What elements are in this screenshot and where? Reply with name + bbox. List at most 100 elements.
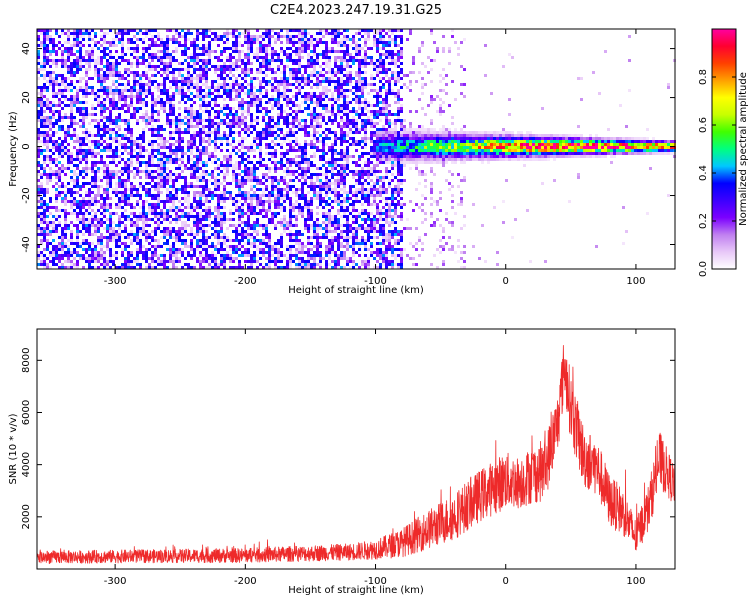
heatmap-cell xyxy=(106,248,109,251)
heatmap-cell xyxy=(49,83,52,86)
heatmap-cell xyxy=(241,191,244,194)
heatmap-cell xyxy=(223,218,226,221)
heatmap-cell xyxy=(175,191,178,194)
heatmap-cell xyxy=(46,245,49,248)
heatmap-cell xyxy=(262,44,265,47)
heatmap-cell xyxy=(223,98,226,101)
heatmap-cell xyxy=(259,200,262,203)
heatmap-cell xyxy=(265,209,268,212)
heatmap-cell xyxy=(184,239,187,242)
heatmap-cell xyxy=(235,173,238,176)
heatmap-cell xyxy=(181,242,184,245)
heatmap-cell xyxy=(76,149,79,152)
heatmap-cell xyxy=(148,188,151,191)
heatmap-cell xyxy=(274,188,277,191)
heatmap-cell xyxy=(301,56,304,59)
heatmap-cell xyxy=(253,242,256,245)
heatmap-cell xyxy=(91,233,94,236)
heatmap-cell xyxy=(100,242,103,245)
heatmap-cell xyxy=(205,254,208,257)
heatmap-cell xyxy=(244,233,247,236)
heatmap-cell xyxy=(184,182,187,185)
heatmap-cell xyxy=(196,224,199,227)
heatmap-cell xyxy=(52,170,55,173)
heatmap-cell xyxy=(175,149,178,152)
heatmap-cell xyxy=(310,119,313,122)
heatmap-cell xyxy=(151,140,154,143)
heatmap-cell xyxy=(199,206,202,209)
heatmap-cell xyxy=(283,224,286,227)
heatmap-cell xyxy=(109,257,112,260)
heatmap-cell xyxy=(289,134,292,137)
heatmap-cell xyxy=(46,203,49,206)
heatmap-cell xyxy=(307,224,310,227)
heatmap-cell xyxy=(157,89,160,92)
heatmap-cell xyxy=(265,125,268,128)
heatmap-cell xyxy=(184,164,187,167)
heatmap-cell xyxy=(190,110,193,113)
heatmap-cell xyxy=(271,134,274,137)
heatmap-cell xyxy=(118,119,121,122)
heatmap-cell xyxy=(247,131,250,134)
heatmap-cell xyxy=(268,59,271,62)
heatmap-cell xyxy=(295,50,298,53)
heatmap-cell xyxy=(214,125,217,128)
heatmap-cell xyxy=(301,194,304,197)
heatmap-cell xyxy=(160,101,163,104)
heatmap-cell xyxy=(202,164,205,167)
heatmap-cell xyxy=(316,179,319,182)
heatmap-cell xyxy=(202,47,205,50)
heatmap-cell xyxy=(199,134,202,137)
heatmap-cell xyxy=(211,173,214,176)
heatmap-cell xyxy=(109,62,112,65)
heatmap-cell xyxy=(112,68,115,71)
heatmap-cell xyxy=(148,242,151,245)
heatmap-cell xyxy=(196,95,199,98)
heatmap-cell xyxy=(76,233,79,236)
heatmap-cell xyxy=(277,83,280,86)
heatmap-cell xyxy=(313,53,316,56)
heatmap-cell xyxy=(253,170,256,173)
heatmap-cell xyxy=(205,107,208,110)
heatmap-cell xyxy=(310,80,313,83)
heatmap-cell xyxy=(139,38,142,41)
heatmap-cell xyxy=(259,197,262,200)
heatmap-cell xyxy=(295,98,298,101)
heatmap-cell xyxy=(169,122,172,125)
heatmap-cell xyxy=(244,68,247,71)
heatmap-cell xyxy=(160,158,163,161)
heatmap-cell xyxy=(280,155,283,158)
heatmap-cell xyxy=(61,257,64,260)
heatmap-cell xyxy=(133,155,136,158)
heatmap-cell xyxy=(145,251,148,254)
heatmap-cell xyxy=(316,113,319,116)
heatmap-cell xyxy=(61,95,64,98)
heatmap-cell xyxy=(310,44,313,47)
heatmap-cell xyxy=(202,89,205,92)
heatmap-cell xyxy=(109,119,112,122)
heatmap-cell xyxy=(298,89,301,92)
heatmap-cell xyxy=(181,89,184,92)
heatmap-cell xyxy=(94,140,97,143)
heatmap-cell xyxy=(217,134,220,137)
heatmap-cell xyxy=(229,143,232,146)
heatmap-cell xyxy=(181,212,184,215)
heatmap-cell xyxy=(91,59,94,62)
heatmap-cell xyxy=(97,230,100,233)
heatmap-cell xyxy=(106,68,109,71)
heatmap-cell xyxy=(37,71,40,74)
heatmap-cell xyxy=(274,122,277,125)
heatmap-cell xyxy=(103,65,106,68)
heatmap-cell xyxy=(49,224,52,227)
heatmap-cell xyxy=(58,128,61,131)
heatmap-cell xyxy=(292,161,295,164)
heatmap-cell xyxy=(304,95,307,98)
heatmap-cell xyxy=(238,101,241,104)
heatmap-cell xyxy=(235,209,238,212)
heatmap-cell xyxy=(130,134,133,137)
heatmap-cell xyxy=(226,182,229,185)
heatmap-cell xyxy=(142,200,145,203)
heatmap-cell xyxy=(262,119,265,122)
heatmap-cell xyxy=(328,212,331,215)
heatmap-cell xyxy=(256,200,259,203)
